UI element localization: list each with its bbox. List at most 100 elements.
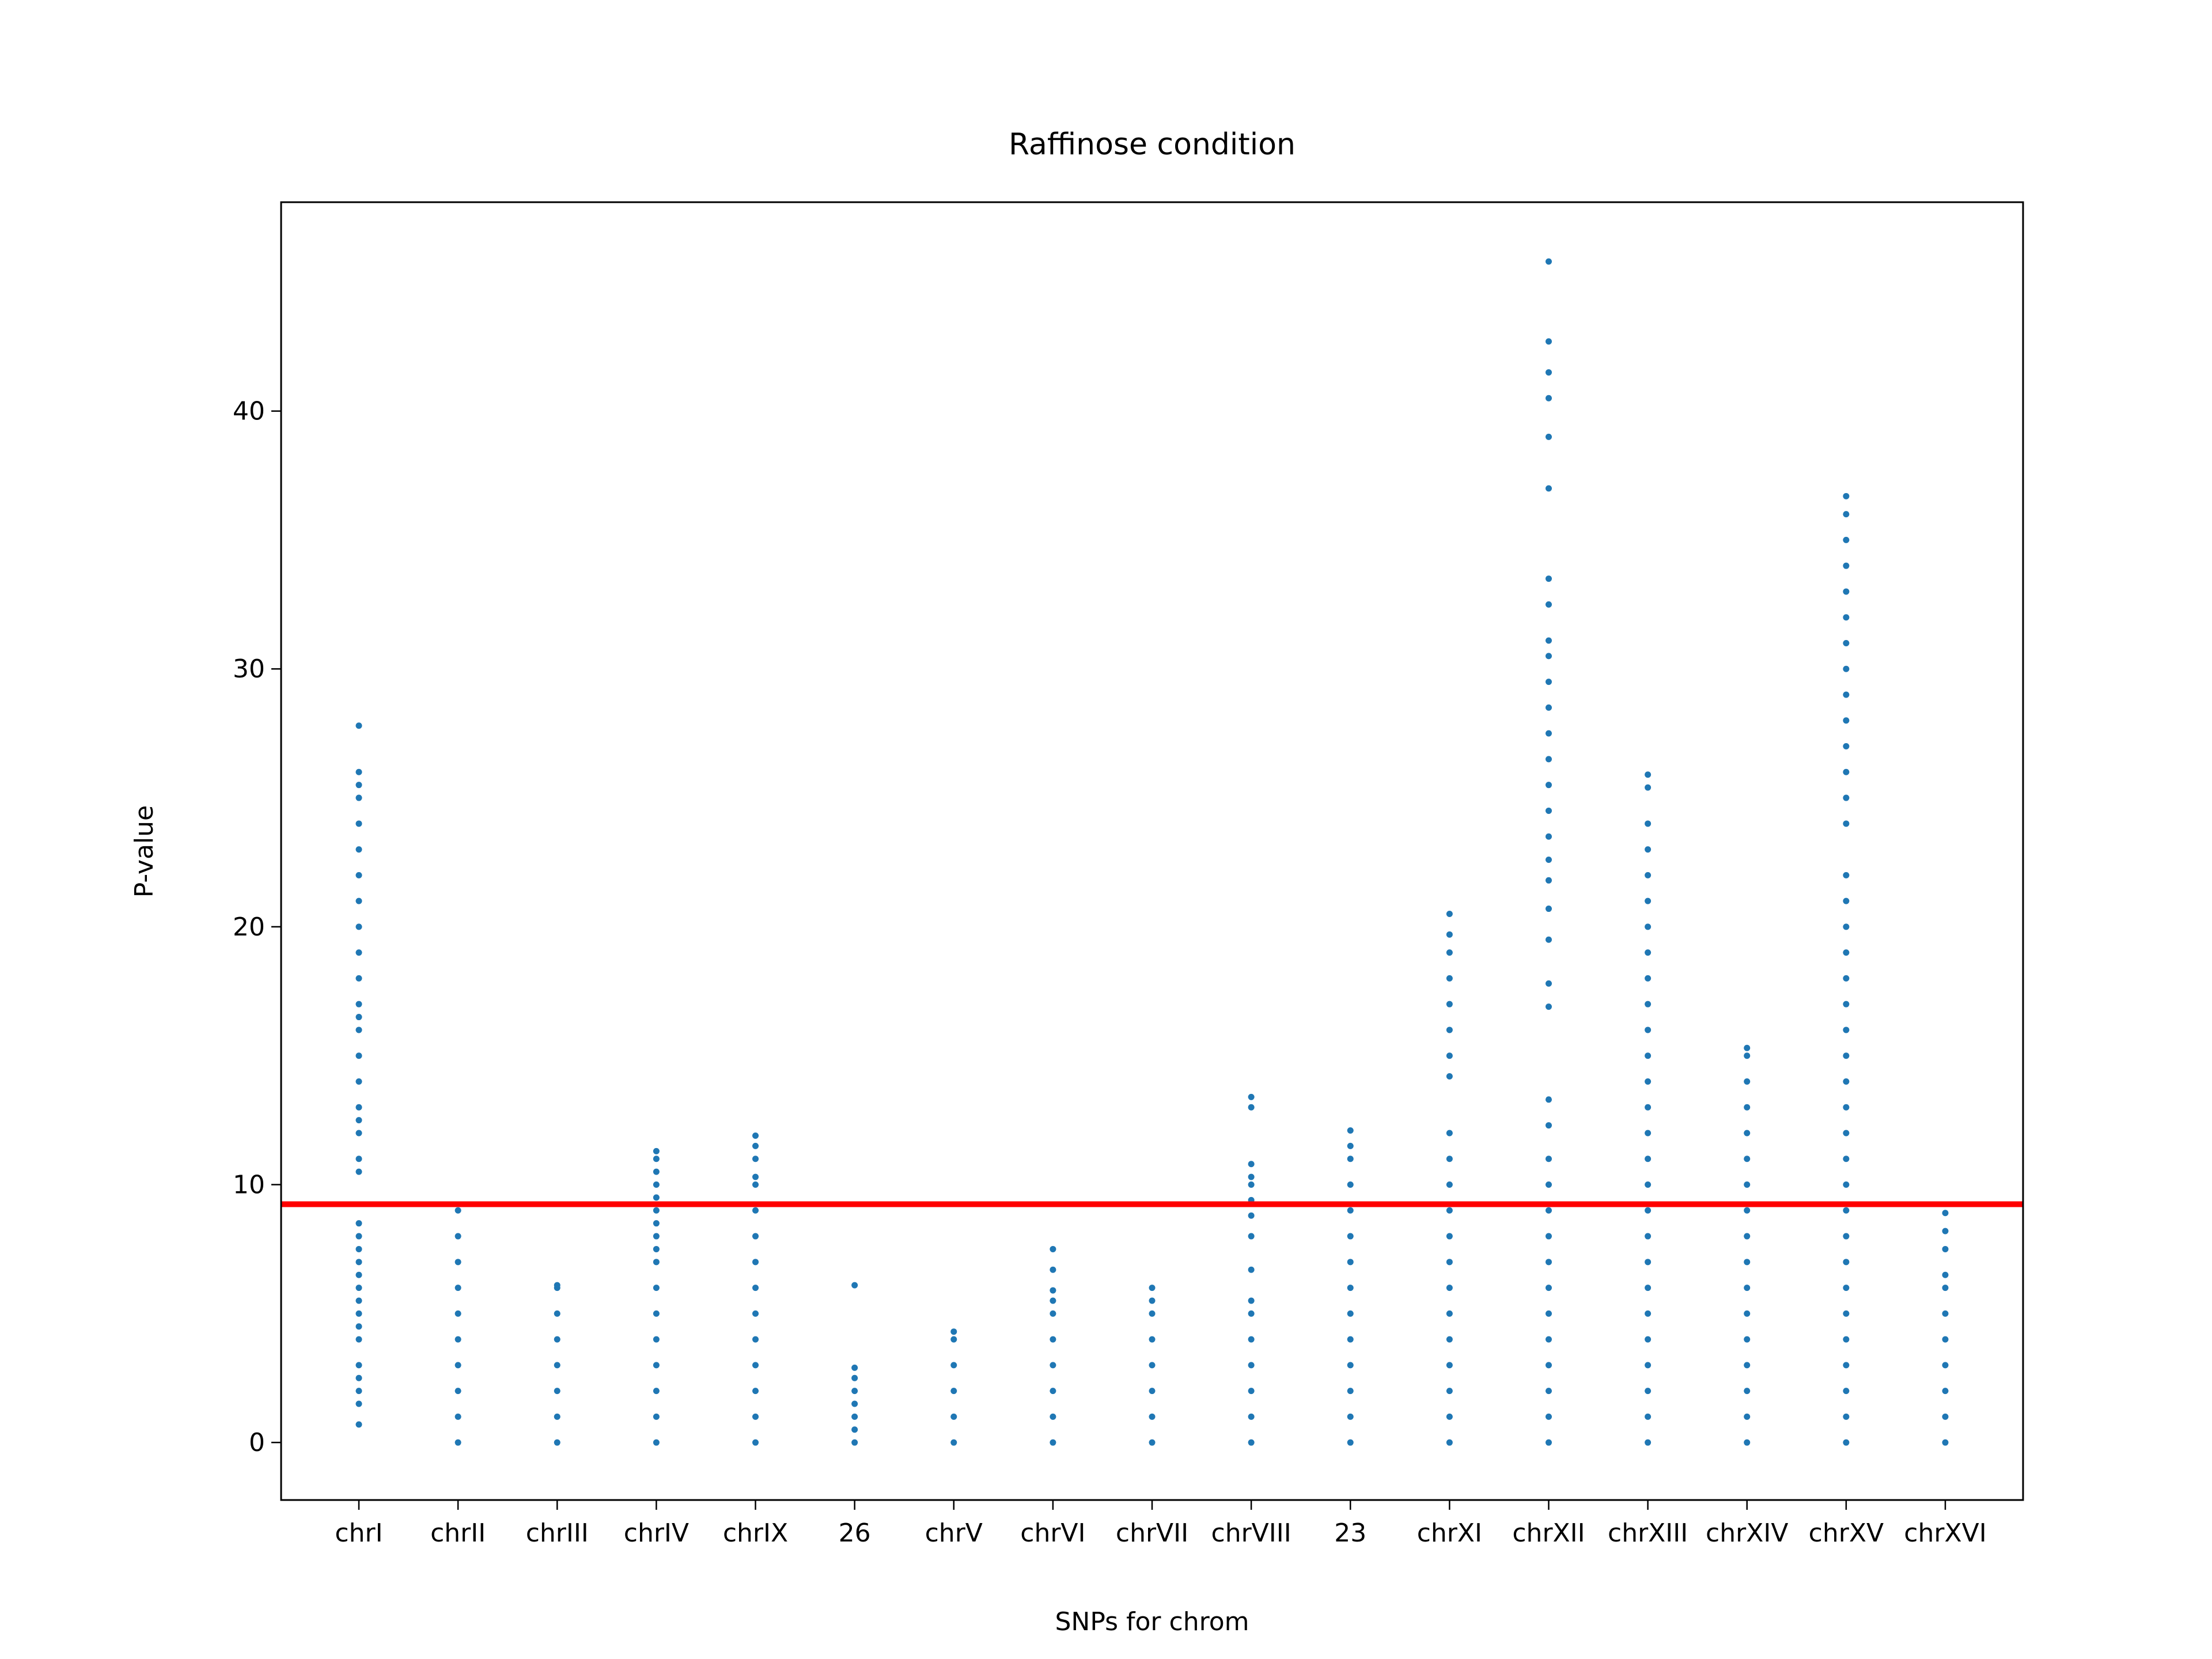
point bbox=[1942, 1336, 1949, 1343]
x-tick-label: chrII bbox=[430, 1518, 486, 1548]
point bbox=[355, 1220, 362, 1227]
point bbox=[355, 768, 362, 775]
point bbox=[355, 1104, 362, 1111]
point bbox=[1645, 1233, 1652, 1240]
point bbox=[1446, 1388, 1453, 1395]
point bbox=[1843, 1310, 1850, 1317]
x-tick-label: chrXVI bbox=[1904, 1518, 1986, 1548]
point bbox=[1546, 653, 1552, 660]
point bbox=[1347, 1233, 1354, 1240]
point bbox=[752, 1413, 759, 1420]
point bbox=[1744, 1207, 1751, 1214]
point bbox=[1645, 820, 1652, 827]
point bbox=[752, 1362, 759, 1369]
point bbox=[1843, 1001, 1850, 1007]
point bbox=[554, 1282, 560, 1289]
point bbox=[355, 1388, 362, 1395]
point bbox=[355, 1271, 362, 1278]
point bbox=[355, 1156, 362, 1162]
y-tick-label: 40 bbox=[233, 397, 265, 426]
point bbox=[1546, 395, 1552, 402]
point bbox=[1050, 1297, 1056, 1304]
point bbox=[454, 1336, 461, 1343]
point bbox=[950, 1328, 957, 1335]
point bbox=[1645, 1388, 1652, 1395]
point bbox=[1248, 1093, 1255, 1100]
point bbox=[1546, 1413, 1552, 1420]
point bbox=[653, 1233, 660, 1240]
point bbox=[1942, 1245, 1949, 1252]
point bbox=[1248, 1388, 1255, 1395]
point bbox=[1347, 1439, 1354, 1446]
point bbox=[851, 1374, 858, 1381]
point bbox=[1942, 1271, 1949, 1278]
point bbox=[1347, 1127, 1354, 1134]
point bbox=[1843, 1362, 1850, 1369]
x-tick-label: chrV bbox=[925, 1518, 983, 1548]
point bbox=[1843, 588, 1850, 595]
point bbox=[1546, 906, 1552, 912]
point bbox=[653, 1336, 660, 1343]
point bbox=[1446, 1259, 1453, 1266]
point bbox=[1546, 369, 1552, 376]
point bbox=[752, 1181, 759, 1188]
point bbox=[1347, 1362, 1354, 1369]
point bbox=[1546, 1156, 1552, 1162]
point bbox=[1645, 949, 1652, 956]
point bbox=[1546, 1362, 1552, 1369]
point bbox=[1645, 1027, 1652, 1033]
point bbox=[1546, 730, 1552, 737]
point bbox=[1149, 1362, 1156, 1369]
point bbox=[851, 1426, 858, 1433]
point bbox=[653, 1147, 660, 1154]
point bbox=[1149, 1297, 1156, 1304]
point bbox=[1050, 1287, 1056, 1294]
point bbox=[653, 1362, 660, 1369]
y-tick-label: 0 bbox=[249, 1428, 265, 1457]
point bbox=[1843, 1156, 1850, 1162]
point bbox=[554, 1388, 560, 1395]
point bbox=[1645, 1336, 1652, 1343]
point bbox=[752, 1285, 759, 1291]
point bbox=[1843, 1413, 1850, 1420]
point bbox=[653, 1439, 660, 1446]
point bbox=[1248, 1181, 1255, 1188]
y-tick-label: 10 bbox=[233, 1171, 265, 1200]
point bbox=[1843, 1130, 1850, 1137]
point bbox=[355, 722, 362, 729]
point bbox=[355, 949, 362, 956]
point bbox=[653, 1220, 660, 1227]
x-tick-label: chrIX bbox=[723, 1518, 788, 1548]
point bbox=[1050, 1388, 1056, 1395]
point bbox=[1744, 1388, 1751, 1395]
point bbox=[1446, 1285, 1453, 1291]
point bbox=[1546, 782, 1552, 789]
point bbox=[1645, 1439, 1652, 1446]
point bbox=[1645, 872, 1652, 878]
point bbox=[1546, 856, 1552, 863]
point bbox=[1843, 1104, 1850, 1111]
point bbox=[1446, 931, 1453, 938]
point bbox=[1546, 877, 1552, 884]
point bbox=[1446, 975, 1453, 982]
point bbox=[355, 1027, 362, 1033]
point bbox=[950, 1413, 957, 1420]
point bbox=[1843, 768, 1850, 775]
point bbox=[554, 1336, 560, 1343]
point bbox=[653, 1310, 660, 1317]
point bbox=[1645, 975, 1652, 982]
point bbox=[1446, 1073, 1453, 1080]
point bbox=[1546, 1003, 1552, 1010]
point bbox=[1843, 923, 1850, 930]
x-tick-label: chrXV bbox=[1809, 1518, 1884, 1548]
point bbox=[1744, 1044, 1751, 1051]
point bbox=[1843, 1078, 1850, 1085]
point bbox=[1546, 433, 1552, 440]
point bbox=[1546, 1259, 1552, 1266]
point bbox=[1744, 1439, 1751, 1446]
point bbox=[1546, 258, 1552, 265]
point bbox=[1149, 1336, 1156, 1343]
point bbox=[554, 1310, 560, 1317]
point bbox=[355, 1362, 362, 1369]
